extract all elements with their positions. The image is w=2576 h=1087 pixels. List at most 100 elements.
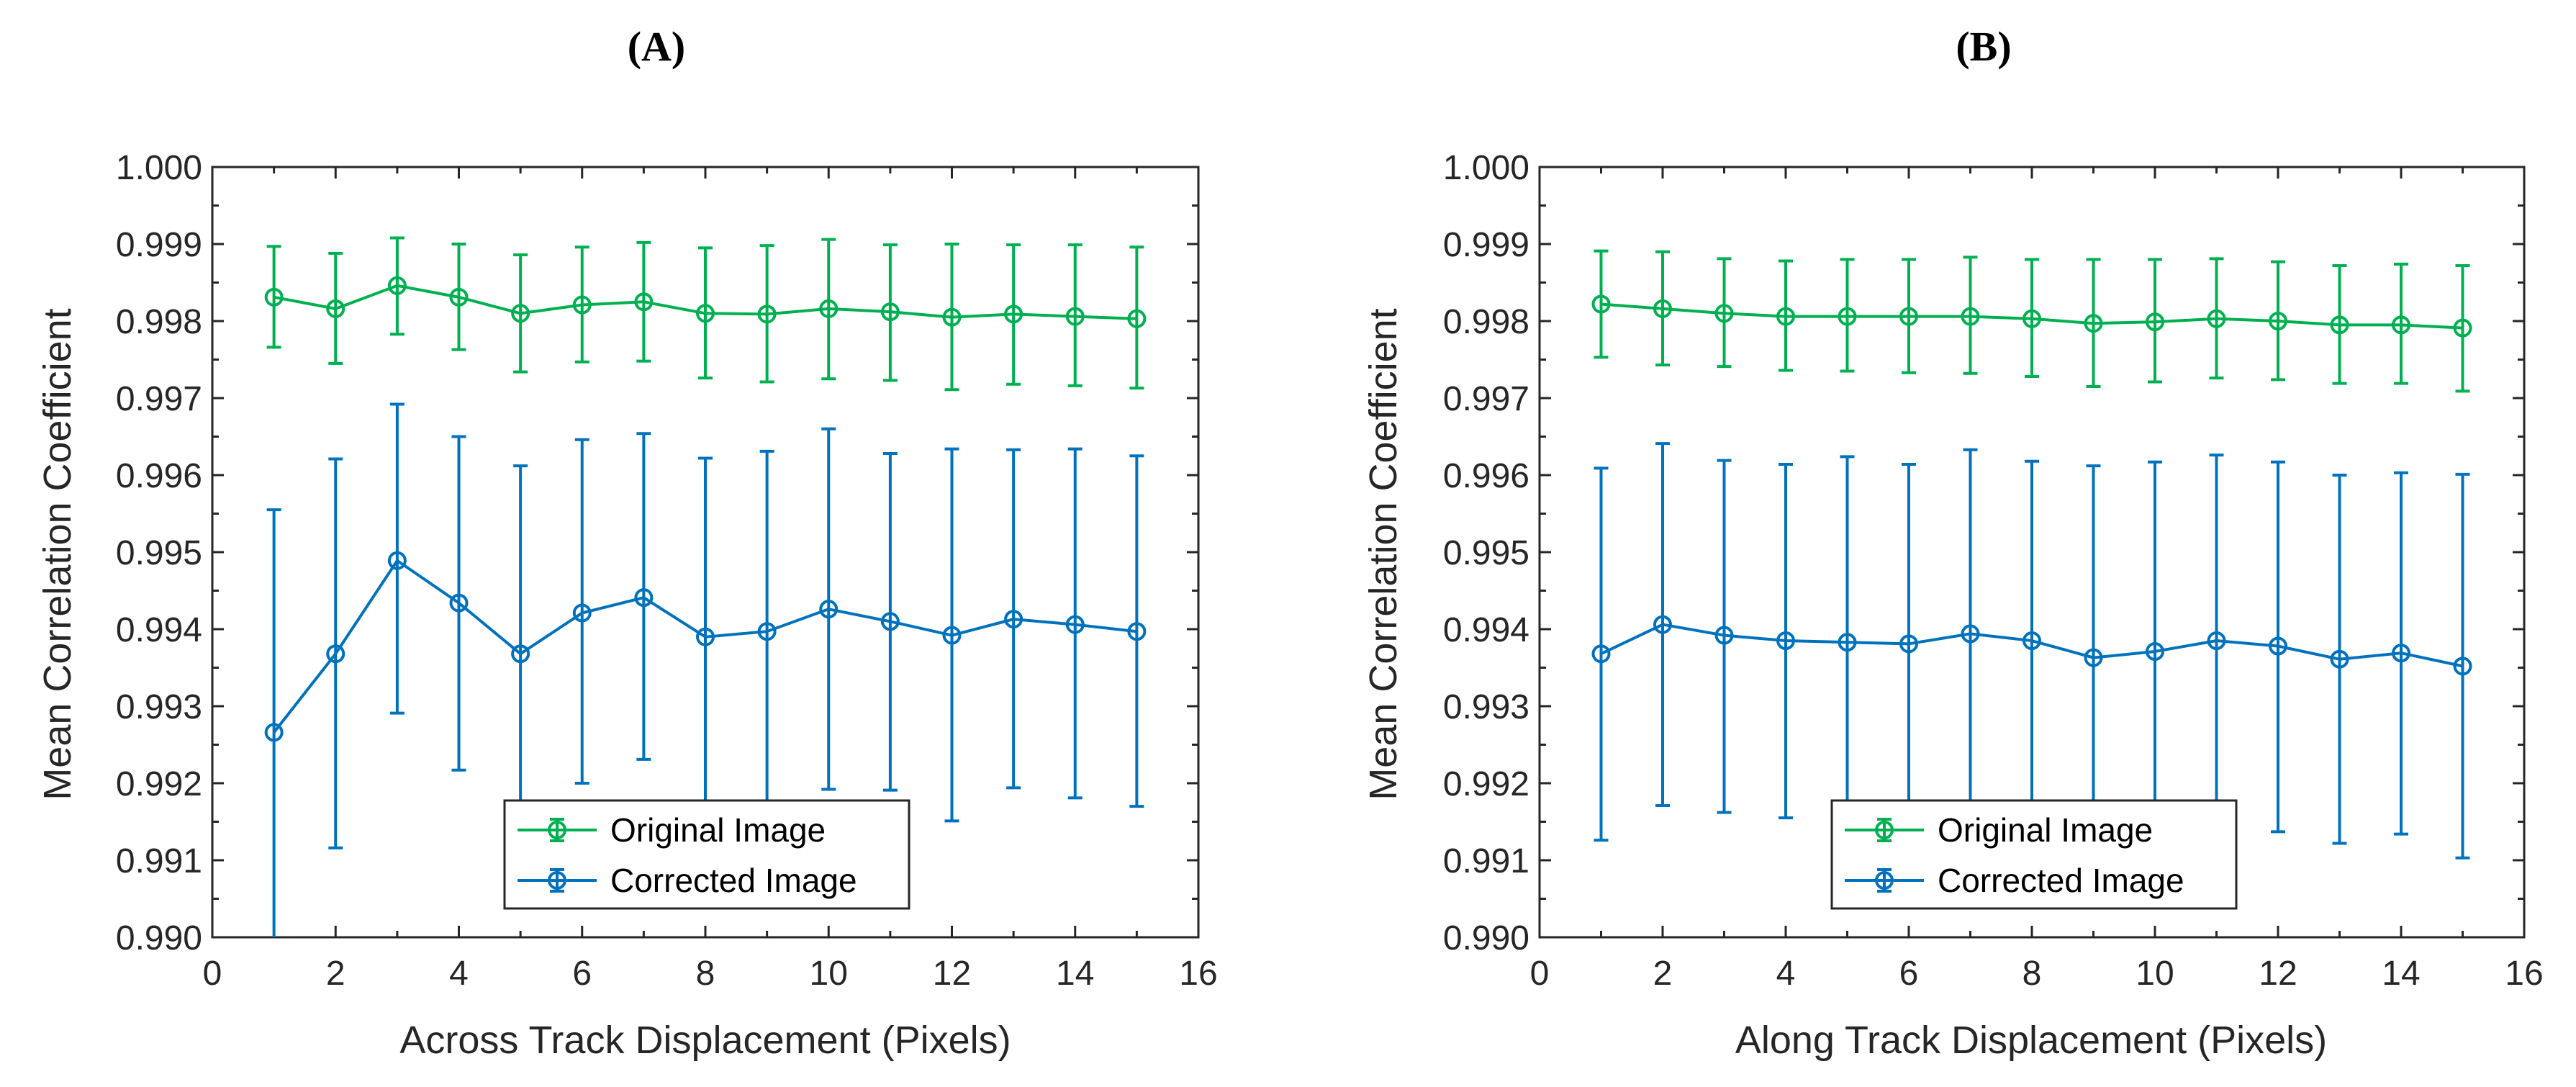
panel-b-series-original-point — [1961, 307, 1980, 326]
legend-swatch-marker — [548, 871, 566, 890]
panel-b-x-tick-label: 0 — [1530, 955, 1550, 993]
panel-a-series-corrected-point — [696, 627, 715, 646]
panel-b-series-original-point — [1653, 299, 1672, 318]
panel-b-y-tick-label: 0.990 — [1443, 919, 1529, 957]
panel-a-series-original-point — [942, 307, 962, 327]
panel-a-series-original-point — [696, 304, 715, 323]
panel-a-y-tick-label: 0.994 — [116, 611, 202, 649]
panel-a-series-original-point — [819, 299, 839, 318]
panel-b-series-original-point — [2084, 314, 2103, 333]
panel-a-series-corrected-point — [634, 588, 654, 608]
panel-b-legend: Original Image Corrected Image — [1830, 799, 2238, 910]
panel-a-series-corrected-point — [387, 551, 407, 570]
panel-a-series-corrected-point — [1004, 610, 1023, 629]
panel-a-x-tick-label: 0 — [203, 955, 222, 993]
panel-a-series-corrected-point — [1127, 622, 1147, 641]
panel-b-series-original-point — [2269, 312, 2287, 330]
panel-a-series-corrected-point — [880, 612, 900, 631]
panel-a-series-corrected-point — [511, 644, 530, 664]
panel-b-series-corrected-point — [2207, 631, 2226, 651]
panel-b-plot-area: 0 2 4 6 8 10 12 14 16 0.990 0.991 0.992 0.993 0.994 0.… — [1443, 149, 2544, 993]
panel-b-series-corrected-point — [2146, 642, 2164, 662]
panel-a-legend-label-corrected: Corrected Image — [610, 862, 857, 899]
panel-b-series-corrected-point — [2330, 649, 2349, 669]
panel-a-legend-corrected: Corrected Image — [518, 862, 857, 899]
panel-a-series-corrected-point — [572, 603, 592, 623]
panel-a-series-original-point — [387, 276, 407, 295]
panel-b-y-tick-label: 0.992 — [1443, 765, 1529, 803]
panel-a-series-original-point — [1065, 307, 1085, 326]
panel-a-series-original-point — [264, 287, 284, 307]
panel-a-series-corrected-point — [942, 626, 962, 645]
panel-a-series-original-point — [634, 292, 654, 312]
panel-a-y-tick-label: 0.995 — [116, 534, 202, 572]
panel-a-y-tick-label: 0.996 — [116, 457, 202, 495]
panel-a-series-original-point — [326, 299, 345, 318]
panel-b-series-corrected-point — [1899, 634, 1918, 654]
panel-b-x-tick-label: 6 — [1899, 955, 1919, 993]
panel-a-series-original-point — [511, 304, 530, 323]
panel-b-legend-label-original: Original Image — [1938, 811, 2153, 849]
panel-b-series-corrected-point — [2269, 636, 2287, 656]
panel-a-plot-area: 0 2 4 6 8 10 12 14 16 0.990 0.991 0.992 0.993 0.994 0.… — [116, 149, 1218, 993]
panel-a-legend-original: Original Image — [518, 811, 826, 849]
panel-a-series-corrected-point — [819, 600, 839, 619]
panel-b-series-corrected-point — [2453, 657, 2472, 676]
panel-b-series-corrected-point — [1838, 633, 1857, 652]
panel-b-series-corrected-point — [1591, 644, 1611, 664]
panel-b-x-tick-label: 16 — [2505, 955, 2543, 993]
panel-b-series-corrected-point — [1714, 626, 1734, 645]
panel-b-series-original-point — [1591, 294, 1611, 314]
panel-a-x-tick-label: 16 — [1179, 955, 1217, 993]
panel-a-x-tick-label: 2 — [326, 955, 345, 993]
panel-b-series-corrected-point — [2023, 631, 2041, 651]
panel-a-series-corrected-point — [264, 723, 284, 742]
panel-b-y-tick-label: 0.993 — [1443, 688, 1529, 726]
panel-a-y-tick-label: 1.000 — [116, 149, 202, 187]
panel-a-series-corrected-point — [449, 593, 469, 613]
panel-b-legend-label-corrected: Corrected Image — [1938, 862, 2184, 899]
panel-b-legend-corrected: Corrected Image — [1845, 862, 2184, 899]
panel-a-y-tick-label: 0.993 — [116, 688, 202, 726]
panel-a-series-original-point — [757, 305, 777, 324]
panel-b-y-tick-label: 0.994 — [1443, 611, 1529, 649]
panel-b-series-corrected-point — [1653, 615, 1672, 634]
panel-b-legend-box — [1830, 799, 2238, 910]
panel-b-x-tick-label: 2 — [1653, 955, 1673, 993]
panel-a-y-tick-label: 0.990 — [116, 919, 202, 957]
panel-b-y-tick-label: 0.997 — [1443, 380, 1529, 418]
panel-b-x-tick-label: 14 — [2382, 955, 2420, 993]
panel-b-x-tick-label: 12 — [2259, 955, 2297, 993]
panel-a-y-tick-label: 0.998 — [116, 303, 202, 341]
panel-b-series-original-point — [1838, 307, 1857, 326]
panel-b-legend-original: Original Image — [1845, 811, 2153, 849]
panel-a-y-tick-label: 0.997 — [116, 380, 202, 418]
panel-a-x-tick-label: 14 — [1056, 955, 1094, 993]
panel-b-series-original-point — [1776, 307, 1795, 326]
panel-b-x-tick-label: 4 — [1776, 955, 1796, 993]
panel-a-legend-label-original: Original Image — [610, 811, 826, 849]
panel-a-title: (A) — [628, 23, 686, 70]
panel-a-y-axis-label: Mean Correlation Coefficient — [36, 308, 79, 800]
panel-a-x-tick-label: 6 — [572, 955, 592, 993]
panel-b-series-corrected-point — [2084, 648, 2103, 667]
legend-swatch-marker — [1875, 871, 1894, 890]
panel-a-x-axis-label: Across Track Displacement (Pixels) — [399, 1019, 1011, 1062]
panel-b-series-corrected-point — [2392, 644, 2410, 663]
panel-b-series-original-point — [1714, 304, 1734, 323]
panel-a-series-corrected-point — [1065, 615, 1085, 634]
panel-b-series-corrected-point — [1961, 624, 1980, 644]
panel-a: (A) Across Track Displacement (Pixels) M… — [36, 23, 1218, 1062]
panel-a-x-tick-label: 12 — [933, 955, 971, 993]
panel-a-x-tick-label: 8 — [696, 955, 715, 993]
panel-b-series-original-point — [2453, 318, 2472, 338]
panel-a-series-original-point — [449, 287, 469, 307]
panel-b-series-original-point — [2207, 309, 2226, 328]
panel-b-series-original-point — [2330, 315, 2349, 335]
panel-b-y-tick-label: 0.999 — [1443, 226, 1529, 264]
panel-b-series-original-point — [2146, 312, 2164, 332]
panel-a-y-tick-label: 0.992 — [116, 765, 202, 803]
panel-a-x-tick-label: 10 — [810, 955, 848, 993]
panel-b-y-tick-label: 0.998 — [1443, 303, 1529, 341]
